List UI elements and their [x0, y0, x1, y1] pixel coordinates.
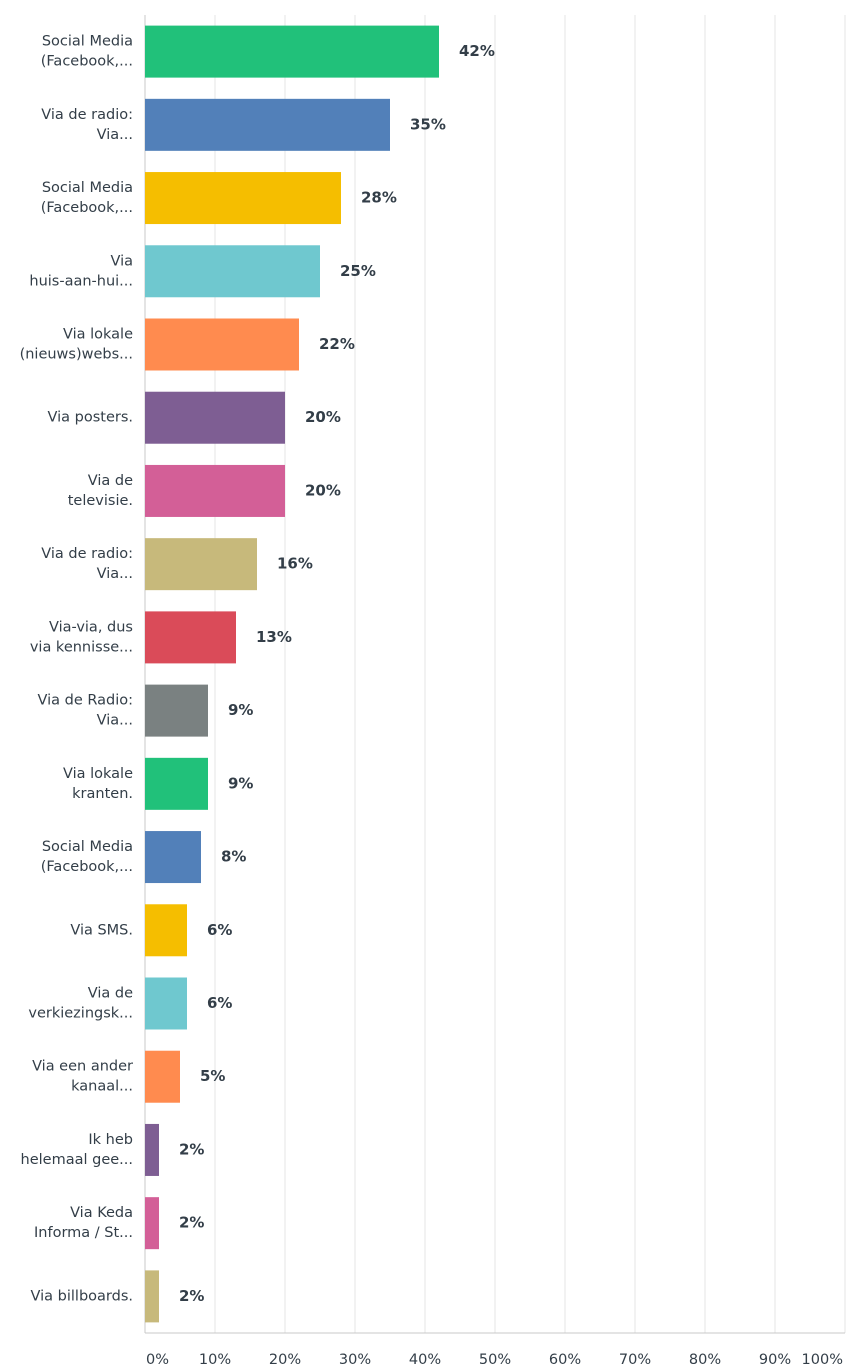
- y-tick-label: (Facebook,...: [41, 54, 133, 70]
- y-tick-label: Ik heb: [88, 1132, 133, 1148]
- bar: [145, 684, 208, 737]
- bar: [145, 98, 390, 151]
- x-tick-label: 10%: [199, 1352, 231, 1368]
- y-tick-label: (Facebook,...: [41, 859, 133, 875]
- y-tick-label: televisie.: [68, 493, 133, 509]
- value-label: 6%: [207, 921, 232, 939]
- value-label: 9%: [228, 701, 253, 719]
- value-label: 35%: [410, 115, 446, 133]
- value-label: 20%: [305, 481, 341, 499]
- bar: [145, 245, 320, 298]
- bar: [145, 25, 439, 78]
- y-tick-label: Via lokale: [63, 766, 133, 782]
- value-label: 8%: [221, 848, 246, 866]
- value-label: 2%: [179, 1214, 204, 1232]
- value-label: 28%: [361, 189, 397, 207]
- bar: [145, 1123, 159, 1176]
- value-label: 2%: [179, 1140, 204, 1158]
- value-label: 2%: [179, 1287, 204, 1305]
- y-tick-label: Via...: [97, 566, 133, 582]
- y-tick-label: Via de radio:: [41, 546, 133, 562]
- value-label: 13%: [256, 628, 292, 646]
- y-tick-label: Via billboards.: [31, 1288, 133, 1304]
- y-tick-label: Social Media: [42, 180, 133, 196]
- y-tick-label: Social Media: [42, 839, 133, 855]
- y-tick-label: (Facebook,...: [41, 200, 133, 216]
- value-label: 5%: [200, 1067, 225, 1085]
- bar: [145, 757, 208, 810]
- value-label: 25%: [340, 262, 376, 280]
- bar: [145, 831, 201, 884]
- y-tick-label: Via-via, dus: [49, 619, 133, 635]
- bar: [145, 464, 285, 517]
- bar: [145, 1197, 159, 1250]
- x-tick-label: 40%: [409, 1352, 441, 1368]
- y-tick-label: Via...: [97, 127, 133, 143]
- y-tick-label: Informa / St...: [34, 1225, 133, 1241]
- x-tick-label: 70%: [619, 1352, 651, 1368]
- y-tick-label: Via een ander: [32, 1059, 133, 1075]
- y-tick-label: Via Keda: [70, 1205, 133, 1221]
- y-tick-label: Via posters.: [48, 410, 134, 426]
- y-tick-label: kanaal...: [71, 1079, 133, 1095]
- y-tick-label: Via lokale: [63, 327, 133, 343]
- value-label: 22%: [319, 335, 355, 353]
- y-tick-label: kranten.: [72, 786, 133, 802]
- value-label: 42%: [459, 42, 495, 60]
- x-tick-label: 0%: [146, 1352, 169, 1368]
- x-tick-label: 30%: [339, 1352, 371, 1368]
- y-tick-label: Social Media: [42, 34, 133, 50]
- y-tick-label: Via: [110, 253, 133, 269]
- x-tick-label: 60%: [549, 1352, 581, 1368]
- bar: [145, 318, 299, 371]
- bar: [145, 1270, 159, 1323]
- bar: [145, 977, 187, 1030]
- y-tick-label: Via de Radio:: [38, 693, 134, 709]
- value-label: 9%: [228, 774, 253, 792]
- y-tick-label: via kennisse...: [30, 639, 133, 655]
- value-label: 16%: [277, 555, 313, 573]
- y-tick-label: (nieuws)webs...: [20, 347, 133, 363]
- x-tick-label: 20%: [269, 1352, 301, 1368]
- value-label: 20%: [305, 408, 341, 426]
- y-tick-label: Via de: [88, 986, 133, 1002]
- y-tick-label: Via...: [97, 713, 133, 729]
- x-tick-label: 100%: [802, 1352, 843, 1368]
- bar: [145, 538, 257, 591]
- bar: [145, 172, 341, 225]
- y-tick-label: helemaal gee...: [21, 1152, 133, 1168]
- y-tick-label: huis-aan-hui...: [29, 273, 133, 289]
- bar: [145, 611, 236, 664]
- bar: [145, 904, 187, 957]
- y-tick-label: Via SMS.: [70, 922, 133, 938]
- y-tick-label: Via de: [88, 473, 133, 489]
- x-tick-label: 80%: [689, 1352, 721, 1368]
- y-tick-label: Via de radio:: [41, 107, 133, 123]
- bar: [145, 391, 285, 444]
- bar: [145, 1050, 180, 1103]
- x-tick-label: 50%: [479, 1352, 511, 1368]
- x-tick-label: 90%: [759, 1352, 791, 1368]
- value-label: 6%: [207, 994, 232, 1012]
- y-tick-label: verkiezingsk...: [28, 1006, 133, 1022]
